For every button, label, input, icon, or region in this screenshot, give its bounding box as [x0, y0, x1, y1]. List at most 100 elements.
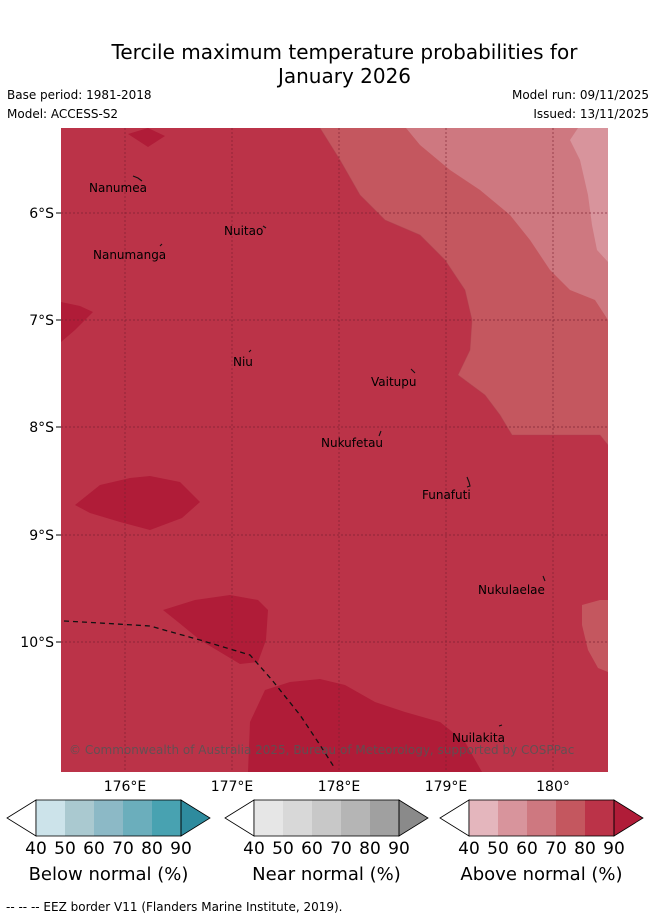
colorbar-extend-high — [398, 799, 429, 837]
colorbar-tick-label: 50 — [487, 839, 509, 859]
colorbar-segment — [123, 800, 152, 836]
colorbar-extend-low — [439, 799, 470, 837]
latitude-labels: 6°S 7°S 8°S 9°S 10°S — [20, 206, 61, 651]
copyright-notice: © Commonwealth of Australia 2025, Bureau… — [69, 743, 574, 757]
graticule — [61, 128, 608, 772]
colorbar-tick-label: 90 — [388, 839, 410, 859]
shade-90-nw — [128, 128, 165, 147]
lon-176e: 176°E — [104, 779, 147, 795]
title-line-2: January 2026 — [277, 64, 412, 88]
shade-90-south — [163, 595, 268, 664]
colorbar-segment — [36, 800, 65, 836]
island-vaitupu — [410, 368, 416, 374]
colorbar-extend-low — [6, 799, 37, 837]
issued-date: Issued: 13/11/2025 — [533, 107, 649, 121]
shade-90-west — [61, 302, 93, 342]
colorbar-extend-high — [613, 799, 644, 837]
eez-border — [63, 620, 335, 768]
colorbar-segment — [556, 800, 585, 836]
colorbar-segment — [585, 800, 614, 836]
colorbar-tick-label: 90 — [603, 839, 625, 859]
title-line-1: Tercile maximum temperature probabilitie… — [111, 40, 578, 64]
colorbar-tick-label: 80 — [359, 839, 381, 859]
lat-6s: 6°S — [29, 206, 54, 222]
colorbar-segment — [283, 800, 312, 836]
colorbar-tick-label: 40 — [458, 839, 480, 859]
place-labels: Nanumea Nuitao Nanumanga Niu Vaitupu Nuk… — [89, 181, 545, 745]
colorbar-segment — [94, 800, 123, 836]
lon-179e: 179°E — [425, 779, 468, 795]
lon-177e: 177°E — [211, 779, 254, 795]
colorbar-segment — [498, 800, 527, 836]
island-nukulaelae — [542, 575, 546, 582]
colorbar-extend-low — [224, 799, 255, 837]
colorbar-above-normal: 40 50 60 70 80 90 Above normal (%) — [439, 799, 644, 885]
colorbar-tick-label: 40 — [25, 839, 47, 859]
shade-70-80-south — [582, 600, 608, 672]
colorbar-tick-label: 60 — [516, 839, 538, 859]
label-nuilakita: Nuilakita — [452, 731, 505, 745]
shade-90-mid — [75, 476, 200, 530]
colorbar-title: Near normal (%) — [252, 864, 401, 885]
colorbar-segment — [341, 800, 370, 836]
colorbar-extend-high — [180, 799, 211, 837]
colorbar-segment — [370, 800, 399, 836]
colorbar-tick-label: 70 — [330, 839, 352, 859]
colorbar-frame — [253, 799, 400, 837]
island-niu — [248, 349, 252, 353]
colorbar-segment — [65, 800, 94, 836]
colorbar-frame — [468, 799, 615, 837]
shade-90-bottom — [248, 679, 482, 772]
lat-9s: 9°S — [29, 528, 54, 544]
label-nanumanga: Nanumanga — [93, 248, 166, 262]
lat-10s: 10°S — [20, 635, 54, 651]
colorbar-tick-label: 50 — [54, 839, 76, 859]
chart-title: Tercile maximum temperature probabilitie… — [0, 40, 655, 88]
longitude-labels: 176°E 177°E 178°E 179°E 180° — [104, 779, 570, 795]
island-nanumea — [132, 175, 143, 182]
island-nuitao — [262, 225, 267, 229]
island-funafuti — [466, 476, 471, 488]
label-vaitupu: Vaitupu — [371, 375, 417, 389]
model-run: Model run: 09/11/2025 — [511, 88, 649, 102]
model-name: Model: ACCESS-S2 — [7, 107, 119, 121]
lat-7s: 7°S — [29, 313, 54, 329]
colorbar-tick-label: 40 — [243, 839, 265, 859]
colorbar-segment — [469, 800, 498, 836]
lat-8s: 8°S — [29, 420, 54, 436]
colorbars: 40 50 60 70 80 90 Below normal (%) 40 50 60 70 80 90… — [6, 799, 644, 885]
shade-60-70 — [406, 128, 608, 320]
base-period: Base period: 1981-2018 — [7, 88, 152, 102]
colorbar-near-normal: 40 50 60 70 80 90 Near normal (%) — [224, 799, 429, 885]
label-nukufetau: Nukufetau — [321, 436, 383, 450]
label-funafuti: Funafuti — [422, 488, 471, 502]
colorbar-tick-label: 80 — [141, 839, 163, 859]
island-nukufetau — [378, 430, 382, 437]
lon-180: 180° — [536, 779, 570, 795]
islands — [132, 175, 546, 727]
colorbar-segment — [312, 800, 341, 836]
colorbar-frame — [35, 799, 182, 837]
shade-50-60 — [570, 128, 608, 262]
island-nanumanga — [159, 243, 163, 247]
lon-178e: 178°E — [318, 779, 361, 795]
eez-footnote: -- -- -- EEZ border V11 (Flanders Marine… — [6, 900, 343, 914]
colorbar-segment — [254, 800, 283, 836]
colorbar-below-normal: 40 50 60 70 80 90 Below normal (%) — [6, 799, 211, 885]
label-nanumea: Nanumea — [89, 181, 147, 195]
colorbar-tick-label: 60 — [301, 839, 323, 859]
colorbar-segment — [527, 800, 556, 836]
colorbar-tick-label: 60 — [83, 839, 105, 859]
colorbar-title: Below normal (%) — [29, 864, 189, 885]
label-nukulaelae: Nukulaelae — [478, 583, 545, 597]
colorbar-tick-label: 90 — [170, 839, 192, 859]
probability-field — [61, 128, 608, 772]
label-niu: Niu — [233, 355, 253, 369]
colorbar-tick-label: 70 — [112, 839, 134, 859]
colorbar-title: Above normal (%) — [460, 864, 622, 885]
label-nuitao: Nuitao — [224, 224, 263, 238]
colorbar-segment — [152, 800, 181, 836]
colorbar-tick-label: 70 — [545, 839, 567, 859]
colorbar-tick-label: 80 — [574, 839, 596, 859]
